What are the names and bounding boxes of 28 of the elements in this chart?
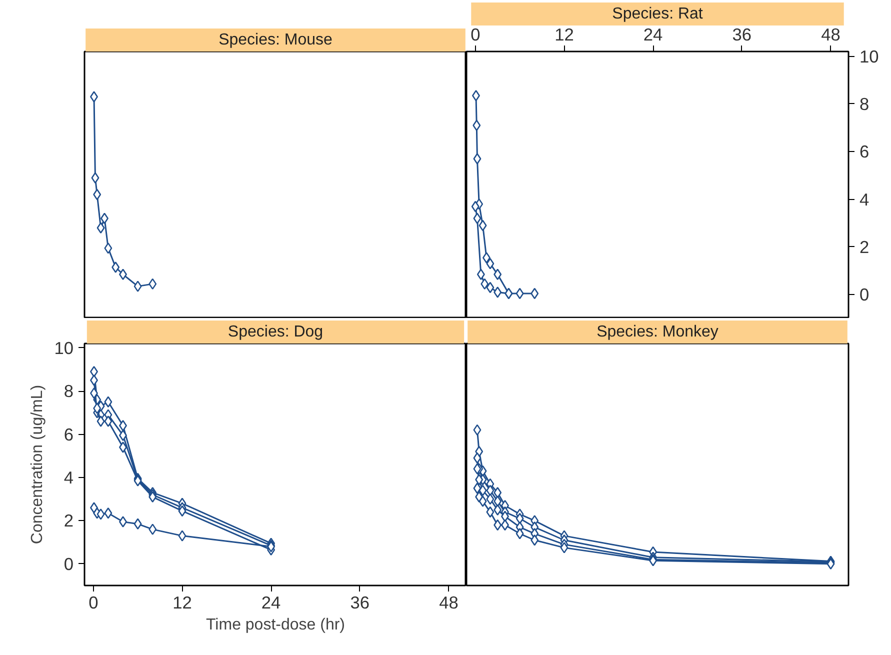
y-tick-label: 2 [64,510,74,531]
x-tick-label: 24 [261,592,282,612]
x-axis-title: Time post-dose (hr) [206,616,345,634]
y-tick-label: 0 [860,284,870,305]
x-tick-label: 24 [643,24,664,44]
y-axis-title: Concentration (ug/mL) [29,384,46,544]
x-tick-label: 12 [554,24,574,44]
x-tick-label: 36 [732,24,752,44]
x-tick-label: 0 [470,24,480,44]
y-tick-label: 8 [64,381,74,402]
y-tick-label: 10 [54,338,74,358]
y-tick-label: 0 [64,554,74,574]
y-tick-label: 8 [860,94,870,114]
y-tick-label: 6 [64,424,74,444]
x-tick-label: 48 [821,24,840,44]
chart-title: Species: Rat [612,6,704,22]
y-tick-label: 4 [64,467,74,488]
y-tick-label: 10 [860,46,879,66]
chart-title: Species: Dog [228,324,324,340]
y-tick-label: 4 [860,189,870,210]
x-tick-label: 48 [439,592,458,612]
x-tick-label: 36 [350,592,370,612]
x-tick-label: 12 [172,592,192,612]
chart-title: Species: Mouse [218,32,333,48]
x-tick-label: 0 [88,592,98,612]
chart-title: Species: Monkey [596,324,718,340]
y-tick-label: 6 [860,142,870,162]
y-tick-label: 2 [860,236,870,257]
